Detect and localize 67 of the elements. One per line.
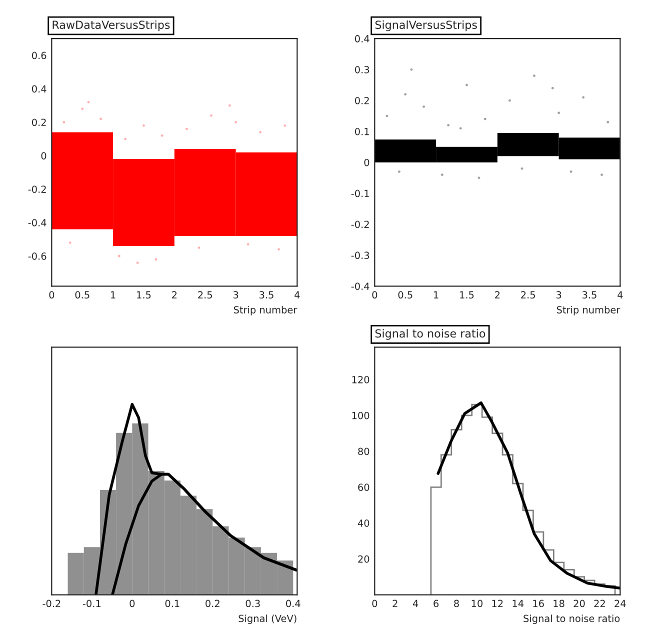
- y-tick-label: 60: [358, 484, 370, 491]
- x-tick-label: 1.5: [137, 291, 151, 299]
- x-tick-label: 0: [372, 600, 378, 608]
- x-tick-label: -0.2: [42, 600, 60, 608]
- y-tick-label: 0.4: [32, 85, 46, 93]
- x-tick-label: 24: [614, 600, 626, 608]
- x-axis-title: Signal to noise ratio: [524, 614, 620, 624]
- y-tick-label: -0.6: [28, 252, 46, 260]
- x-tick-label: 0: [49, 291, 54, 299]
- x-tick-label: 3.5: [259, 291, 274, 299]
- y-tick-label: -0.1: [351, 190, 369, 198]
- y-tick-label: 0.6: [32, 52, 46, 60]
- chart-title: SignalVersusStrips: [375, 20, 477, 32]
- x-tick-label: 12: [492, 600, 503, 608]
- x-tick-label: 2.5: [198, 291, 212, 299]
- x-tick-label: 0: [372, 291, 378, 299]
- x-tick-label: 14: [512, 600, 524, 608]
- y-tick-label: -0.2: [351, 220, 369, 228]
- y-tick-label: -0.2: [28, 186, 46, 193]
- y-tick-label: 100: [352, 412, 370, 420]
- y-tick-label: 0.1: [355, 128, 369, 136]
- y-tick-label: 120: [352, 376, 370, 384]
- x-tick-label: 8: [454, 600, 459, 608]
- y-tick-label: 0: [364, 158, 370, 166]
- x-tick-label: 18: [554, 600, 564, 608]
- x-tick-label: 2: [495, 291, 500, 298]
- x-axis-title: Strip number: [556, 306, 620, 316]
- y-tick-label: -0.4: [28, 219, 46, 226]
- y-tick-label: 0.2: [32, 118, 46, 126]
- x-tick-label: 0.4: [286, 600, 300, 608]
- y-tick-label: -0.3: [351, 252, 370, 260]
- x-tick-label: 0.5: [398, 291, 412, 299]
- x-tick-label: 3.5: [582, 291, 596, 299]
- x-tick-label: 0: [130, 600, 135, 608]
- x-tick-label: 0.5: [75, 291, 90, 299]
- x-axis-title: Strip number: [234, 306, 298, 316]
- x-tick-label: 20: [574, 600, 585, 608]
- x-tick-label: 0.1: [165, 600, 180, 608]
- x-axis-title: Signal (VeV): [238, 614, 296, 624]
- x-tick-label: 16: [533, 600, 544, 608]
- x-tick-label: 4: [294, 291, 300, 298]
- y-tick-label: 80: [358, 448, 370, 456]
- y-tick-label: 0.4: [355, 35, 370, 42]
- x-tick-label: 3: [556, 291, 562, 299]
- y-tick-label: 0: [41, 152, 46, 160]
- y-tick-label: 20: [358, 555, 370, 563]
- y-tick-label: 0.3: [355, 66, 370, 74]
- x-tick-label: 1.5: [460, 291, 474, 299]
- x-tick-label: 2.5: [521, 291, 535, 299]
- x-tick-label: 2: [392, 600, 398, 608]
- x-tick-label: 10: [472, 600, 483, 608]
- x-tick-label: 22: [594, 600, 605, 608]
- x-tick-label: -0.1: [82, 600, 101, 608]
- x-tick-label: 2: [172, 291, 177, 298]
- x-tick-label: 6: [434, 600, 439, 608]
- y-tick-label: 40: [358, 520, 370, 527]
- x-tick-label: 0.2: [206, 600, 220, 608]
- chart-title: RawDataVersusStrips: [52, 20, 170, 32]
- chart-title: Signal to noise ratio: [375, 329, 486, 340]
- x-tick-label: 3: [233, 291, 238, 299]
- y-tick-label: 0.2: [355, 96, 369, 104]
- x-tick-label: 1: [434, 291, 438, 298]
- x-tick-label: 1: [111, 291, 116, 298]
- x-tick-label: 4: [412, 600, 418, 608]
- x-tick-label: 0.3: [246, 600, 260, 608]
- y-tick-label: -0.4: [351, 282, 370, 290]
- x-tick-label: 4: [618, 291, 623, 298]
